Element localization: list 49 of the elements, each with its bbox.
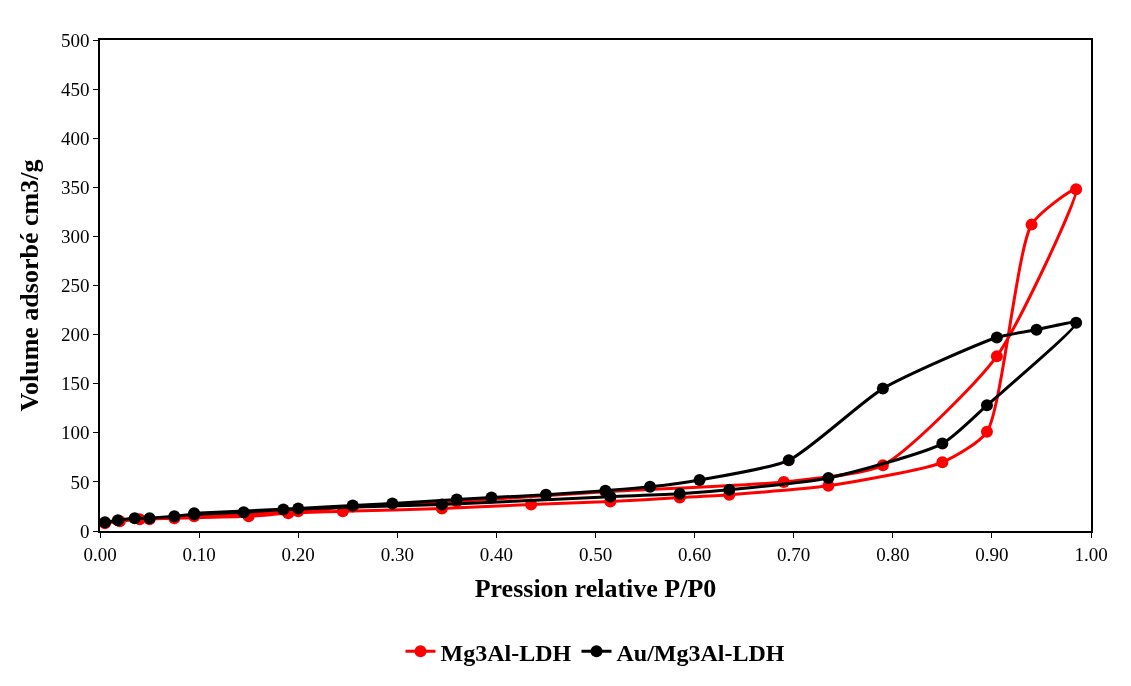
x-axis-title: Pression relative P/P0: [474, 573, 717, 603]
point: [782, 454, 795, 467]
point: [980, 399, 993, 412]
point: [990, 331, 1003, 344]
x-tick-label: 1.00: [1074, 543, 1108, 565]
point: [822, 471, 835, 484]
point: [673, 487, 686, 500]
y-tick-label: 200: [60, 324, 90, 346]
y-tick-label: 0: [79, 520, 90, 542]
point: [277, 503, 290, 516]
x-tick-label: 0.10: [182, 543, 216, 565]
x-tick-label: 0.20: [281, 543, 315, 565]
point: [990, 350, 1003, 363]
x-tick-label: 0.40: [479, 543, 514, 565]
x-tick-label: 0.30: [380, 543, 414, 565]
y-tick-label: 400: [60, 127, 90, 149]
y-tick-label: 500: [60, 29, 90, 51]
x-tick-label: 0.60: [677, 543, 712, 565]
y-tick-label: 50: [70, 471, 90, 493]
y-tick-label: 150: [60, 373, 90, 395]
y-tick-label: 250: [60, 275, 90, 297]
y-tick-label: 300: [60, 226, 90, 248]
point: [1070, 183, 1083, 196]
x-tick-label: 0.50: [578, 543, 613, 565]
point: [1030, 323, 1043, 336]
point: [693, 473, 706, 486]
x-tick-label: 0.80: [876, 543, 910, 565]
x-tick-label: 0.00: [83, 543, 117, 565]
y-tick-label: 350: [60, 176, 90, 198]
point: [1070, 316, 1083, 329]
y-tick-label: 450: [60, 78, 90, 100]
x-tick-label: 0.70: [777, 543, 811, 565]
point: [876, 382, 889, 395]
legend-label: Mg3Al-LDH: [440, 639, 572, 666]
legend-label: Au/Mg3Al-LDH: [616, 639, 785, 666]
point: [485, 491, 498, 504]
point: [980, 425, 993, 438]
x-tick-label: 0.90: [975, 543, 1009, 565]
point: [936, 437, 949, 450]
y-axis-title: Volume adsorbé cm3/g: [14, 159, 44, 412]
point: [386, 497, 399, 510]
point: [237, 506, 250, 519]
point: [435, 498, 448, 511]
point: [1025, 218, 1038, 231]
point: [723, 483, 736, 496]
y-tick-label: 100: [60, 422, 90, 444]
point: [128, 512, 141, 525]
point: [644, 480, 657, 493]
point: [936, 456, 949, 469]
